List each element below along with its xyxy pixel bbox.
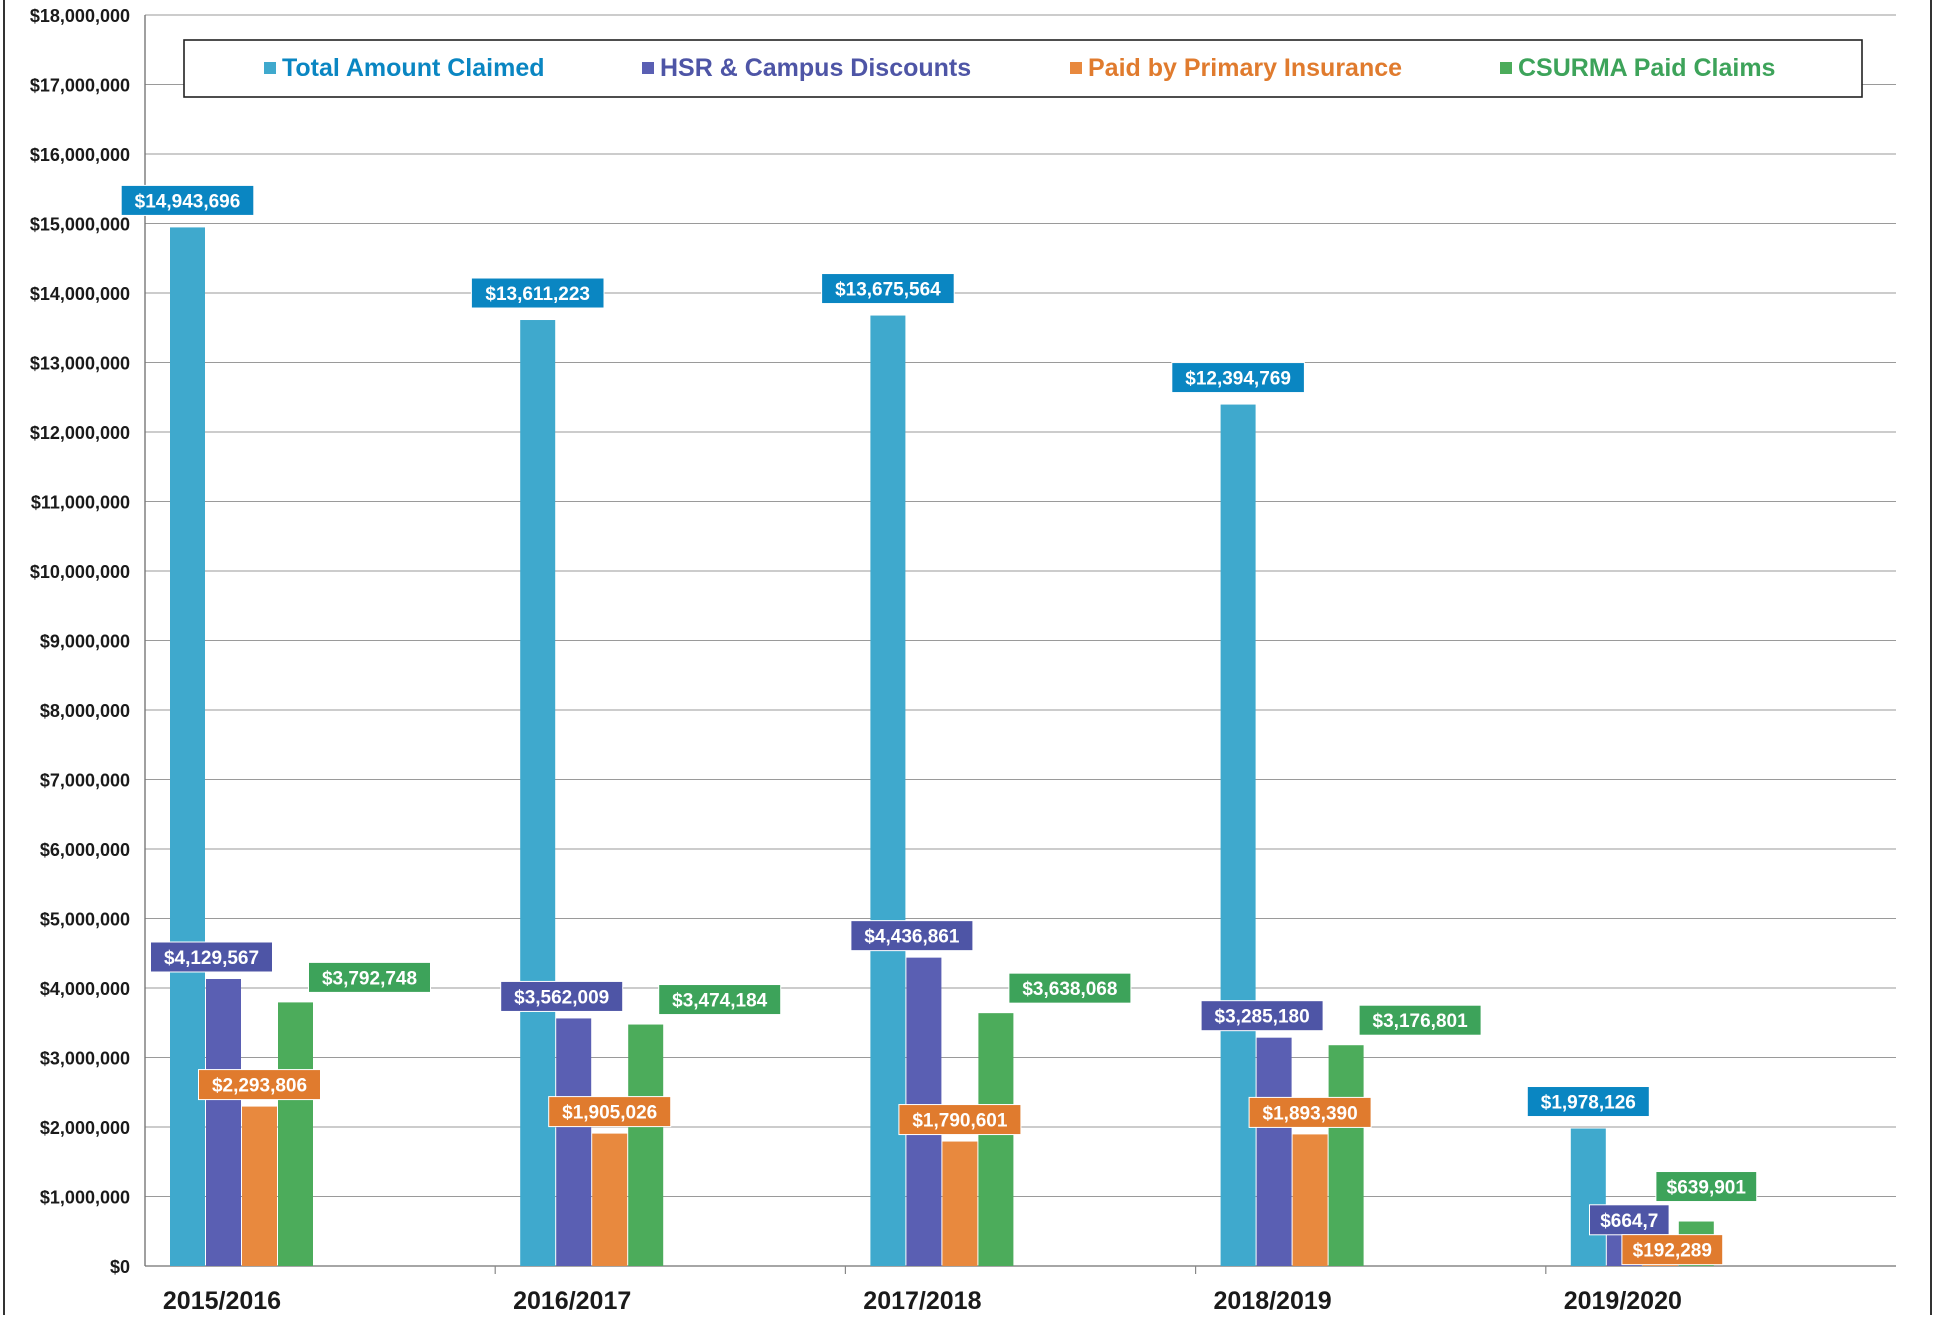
- data-label: $4,436,861: [864, 927, 960, 948]
- data-label-box: [850, 920, 974, 952]
- data-label-box: [821, 273, 955, 305]
- y-tick-label: $7,000,000: [40, 771, 130, 791]
- data-label-box: [1358, 1004, 1482, 1036]
- y-tick-label: $16,000,000: [30, 145, 130, 165]
- x-tick-label: 2018/2019: [1214, 1287, 1332, 1315]
- data-label: $4,129,567: [164, 948, 259, 969]
- data-label-box: [548, 1096, 672, 1128]
- y-tick-label: $4,000,000: [40, 979, 130, 999]
- data-label: $639,901: [1667, 1178, 1747, 1199]
- y-tick-label: $2,000,000: [40, 1118, 130, 1138]
- data-label-box: [120, 184, 255, 216]
- data-label: $12,394,769: [1185, 369, 1291, 390]
- data-label: $3,792,748: [322, 968, 417, 989]
- bar-hsr-campus-discounts: [556, 1018, 592, 1266]
- legend-label: HSR & Campus Discounts: [660, 54, 971, 82]
- legend-swatch-0: [264, 62, 276, 74]
- data-label: $13,675,564: [835, 280, 941, 301]
- x-tick-label: 2017/2018: [863, 1287, 981, 1315]
- data-label: $3,176,801: [1373, 1011, 1469, 1032]
- data-label-box: [1589, 1204, 1670, 1236]
- y-tick-label: $12,000,000: [30, 423, 130, 443]
- data-label: $2,293,806: [212, 1076, 307, 1097]
- y-tick-label: $13,000,000: [30, 354, 130, 374]
- data-label: $3,638,068: [1022, 979, 1117, 1000]
- data-label: $3,562,009: [514, 987, 609, 1008]
- legend-swatch-1: [642, 62, 654, 74]
- bar-paid-by-primary-insurance: [242, 1106, 277, 1266]
- data-label: $1,893,390: [1263, 1103, 1358, 1124]
- bar-total-amount-claimed: [1570, 1128, 1606, 1266]
- y-tick-label: $15,000,000: [30, 215, 130, 235]
- bar-total-amount-claimed: [170, 227, 205, 1267]
- data-label: $1,790,601: [912, 1111, 1008, 1132]
- data-label-box: [308, 961, 431, 993]
- data-label-box: [1171, 362, 1305, 394]
- y-tick-label: $3,000,000: [40, 1049, 130, 1069]
- y-tick-label: $9,000,000: [40, 632, 130, 652]
- data-label-box: [1526, 1086, 1650, 1118]
- data-label: $1,978,126: [1541, 1093, 1636, 1114]
- data-label-box: [1655, 1171, 1758, 1203]
- x-tick-label: 2015/2016: [163, 1287, 281, 1315]
- legend-swatch-2: [1070, 62, 1082, 74]
- y-tick-label: $6,000,000: [40, 840, 130, 860]
- y-tick-label: $8,000,000: [40, 701, 130, 721]
- data-label: $1,905,026: [562, 1103, 657, 1124]
- y-tick-label: $0: [110, 1257, 130, 1277]
- y-tick-label: $1,000,000: [40, 1188, 130, 1208]
- y-tick-label: $17,000,000: [30, 76, 130, 96]
- data-label-box: [1008, 972, 1132, 1004]
- y-tick-label: $11,000,000: [31, 493, 130, 513]
- data-label-box: [898, 1104, 1022, 1136]
- bar-csurma-paid-claims: [1328, 1045, 1364, 1266]
- bar-paid-by-primary-insurance: [942, 1141, 978, 1266]
- bar-csurma-paid-claims: [978, 1013, 1014, 1266]
- bar-paid-by-primary-insurance: [592, 1133, 628, 1266]
- legend-swatch-3: [1500, 62, 1512, 74]
- legend-label: CSURMA Paid Claims: [1518, 54, 1775, 82]
- data-label: $192,289: [1633, 1241, 1712, 1262]
- bar-csurma-paid-claims: [278, 1002, 313, 1266]
- x-tick-label: 2019/2020: [1564, 1287, 1682, 1315]
- y-tick-label: $14,000,000: [30, 284, 130, 304]
- data-label: $3,285,180: [1215, 1007, 1310, 1028]
- data-label: $3,474,184: [672, 991, 768, 1012]
- data-label-box: [150, 941, 273, 973]
- y-tick-label: $18,000,000: [30, 6, 130, 26]
- bar-hsr-campus-discounts: [1256, 1037, 1292, 1266]
- data-label: $13,611,223: [485, 284, 590, 305]
- bar-hsr-campus-discounts: [206, 978, 241, 1266]
- y-tick-label: $5,000,000: [40, 910, 130, 930]
- data-label-box: [658, 984, 782, 1016]
- legend-box: [183, 39, 1863, 98]
- data-label-box: [1248, 1096, 1372, 1128]
- data-label-box: [198, 1069, 321, 1101]
- bar-paid-by-primary-insurance: [1292, 1134, 1328, 1266]
- data-label-box: [470, 277, 605, 309]
- data-label: $14,943,696: [135, 191, 241, 212]
- data-label: $664,7: [1600, 1211, 1658, 1232]
- data-label-box: [500, 980, 624, 1012]
- bar-total-amount-claimed: [1220, 404, 1256, 1266]
- legend-label: Paid by Primary Insurance: [1088, 54, 1402, 82]
- data-label-box: [1621, 1234, 1724, 1266]
- y-tick-label: $10,000,000: [30, 562, 130, 582]
- data-label-box: [1200, 1000, 1324, 1032]
- bar-csurma-paid-claims: [628, 1024, 664, 1266]
- x-tick-label: 2016/2017: [513, 1287, 631, 1315]
- legend-label: Total Amount Claimed: [282, 54, 545, 82]
